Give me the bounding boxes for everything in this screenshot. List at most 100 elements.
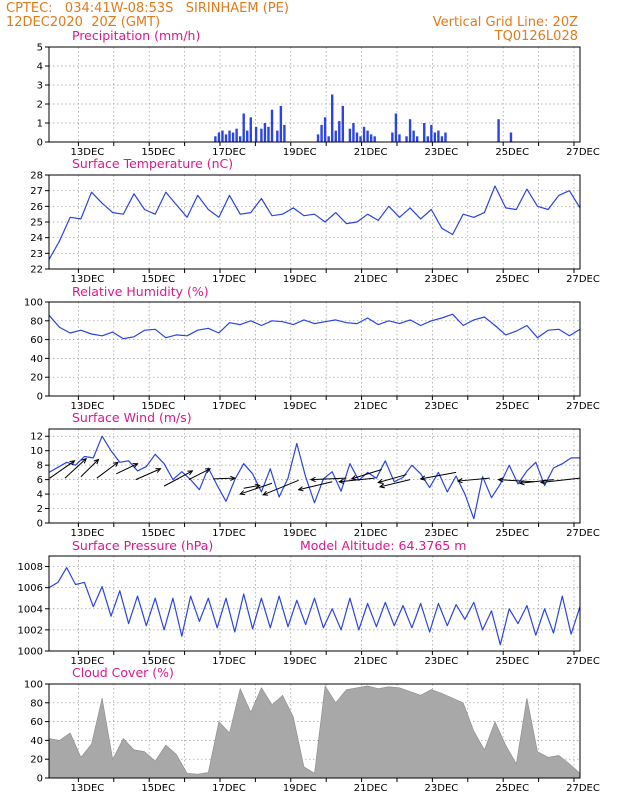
precip-bar: [398, 134, 401, 142]
precip-title: Precipitation (mm/h): [72, 28, 200, 43]
x-tick-label: 15DEC: [141, 528, 175, 539]
y-tick-label: 8: [37, 461, 43, 472]
y-tick-label: 2: [37, 100, 43, 111]
cloud-title: Cloud Cover (%): [72, 665, 174, 680]
x-tick-label: 15DEC: [141, 274, 175, 285]
x-tick-label: 13DEC: [71, 147, 105, 158]
y-tick-label: 4: [37, 490, 43, 501]
y-tick-label: 1002: [18, 625, 43, 636]
x-tick-label: 19DEC: [283, 783, 317, 794]
x-tick-label: 23DEC: [425, 528, 459, 539]
wind-arrow-head: [350, 475, 357, 481]
x-tick-label: 21DEC: [354, 783, 388, 794]
precip-bar: [254, 126, 258, 142]
y-tick-label: 20: [30, 373, 43, 384]
y-tick-label: 20: [30, 755, 43, 766]
y-tick-label: 12: [30, 432, 43, 443]
precip-bar: [440, 136, 444, 142]
wind-arrow-head: [205, 468, 212, 474]
wind-arrow-head: [377, 478, 384, 484]
wind-arrow-head: [262, 490, 269, 496]
wind-arrow: [243, 484, 260, 489]
precip-bar: [242, 113, 245, 142]
precip-bar: [366, 130, 369, 142]
x-tick-label: 27DEC: [566, 274, 600, 285]
x-tick-label: 25DEC: [495, 528, 529, 539]
precip-bar: [338, 121, 341, 142]
y-tick-label: 100: [24, 298, 43, 309]
x-tick-label: 27DEC: [566, 401, 600, 412]
wind-arrow: [457, 477, 490, 482]
x-tick-label: 27DEC: [566, 656, 600, 667]
cloud-panel: 0 20 40 60 80 100 13DEC 15DEC 17DEC 19DEC 21DEC 23D…: [24, 665, 600, 794]
precip-bar: [249, 117, 252, 142]
precip-panel: 0 1 2 3 4 5 13DEC 15DEC 17DEC 19DEC 21DEC 23DEC 25DE…: [37, 28, 600, 158]
x-tick-label: 19DEC: [283, 401, 317, 412]
x-tick-label: 21DEC: [354, 528, 388, 539]
precip-bar: [231, 132, 235, 142]
y-tick-label: 60: [30, 717, 43, 728]
x-tick-label: 17DEC: [212, 528, 246, 539]
precip-bar: [437, 130, 440, 142]
precip-bar: [327, 136, 330, 142]
y-tick-label: 60: [30, 335, 43, 346]
wind-arrow: [310, 477, 347, 481]
wind-arrow-head: [93, 458, 100, 465]
temp-series-line: [48, 185, 581, 260]
y-tick-label: 4: [37, 62, 43, 73]
y-tick-label: 0: [37, 774, 43, 785]
y-tick-label: 40: [30, 354, 43, 365]
precip-bar: [283, 124, 286, 142]
x-tick-label: 23DEC: [425, 274, 459, 285]
wind-title: Surface Wind (m/s): [72, 410, 192, 425]
x-tick-label: 13DEC: [71, 401, 105, 412]
y-tick-label: 1006: [18, 583, 43, 594]
x-tick-label: 17DEC: [212, 656, 246, 667]
wind-arrow: [541, 477, 581, 484]
x-tick-label: 21DEC: [354, 401, 388, 412]
wind-arrow-head: [239, 490, 246, 496]
x-tick-label: 23DEC: [425, 656, 459, 667]
x-tick-label: 21DEC: [354, 656, 388, 667]
precip-bar: [412, 130, 415, 142]
x-tick-label: 21DEC: [354, 147, 388, 158]
precip-bar: [217, 132, 221, 142]
wind-arrow: [64, 458, 87, 479]
y-tick-label: 3: [37, 81, 43, 92]
x-tick-label: 27DEC: [566, 783, 600, 794]
wind-arrow-head: [81, 457, 88, 464]
wind-arrow-head: [187, 470, 194, 476]
y-tick-label: 27: [30, 186, 43, 197]
precip-bar: [391, 132, 394, 142]
wind-arrow: [298, 481, 333, 491]
precip-bar: [430, 124, 433, 142]
wind-arrow: [49, 460, 75, 479]
y-tick-label: 1008: [18, 562, 43, 573]
y-tick-label: 0: [37, 138, 43, 149]
temp-title: Surface Temperature (nC): [72, 156, 233, 171]
x-tick-label: 21DEC: [354, 274, 388, 285]
y-tick-label: 0: [37, 519, 43, 530]
y-tick-label: 5: [37, 43, 43, 54]
precip-bar: [267, 126, 270, 142]
precip-bar: [279, 105, 283, 142]
y-tick-label: 100: [24, 680, 43, 691]
wind-arrow-head: [230, 475, 236, 481]
wind-arrow: [262, 479, 299, 496]
rh-panel: 0 20 40 60 80 100 13DEC 15DEC 17DEC 19DEC 21DEC 23D…: [24, 284, 600, 412]
precip-bar: [405, 136, 408, 142]
precip-bar: [359, 136, 362, 142]
y-tick-label: 0: [37, 392, 43, 403]
wind-arrow: [420, 471, 457, 480]
wind-arrow-head: [518, 480, 525, 486]
y-tick-label: 28: [30, 171, 43, 182]
pressure-series-line: [48, 567, 581, 646]
wind-arrow: [213, 477, 235, 480]
wind-arrow: [379, 479, 411, 488]
precip-bar: [348, 128, 352, 142]
pressure-panel: 1000 1002 1004 1006 1008 13DEC 15DEC 17DEC 19DEC…: [18, 538, 600, 667]
x-tick-label: 15DEC: [141, 656, 175, 667]
precip-bar: [260, 128, 263, 142]
precip-bar: [320, 124, 323, 142]
x-tick-label: 13DEC: [71, 274, 105, 285]
